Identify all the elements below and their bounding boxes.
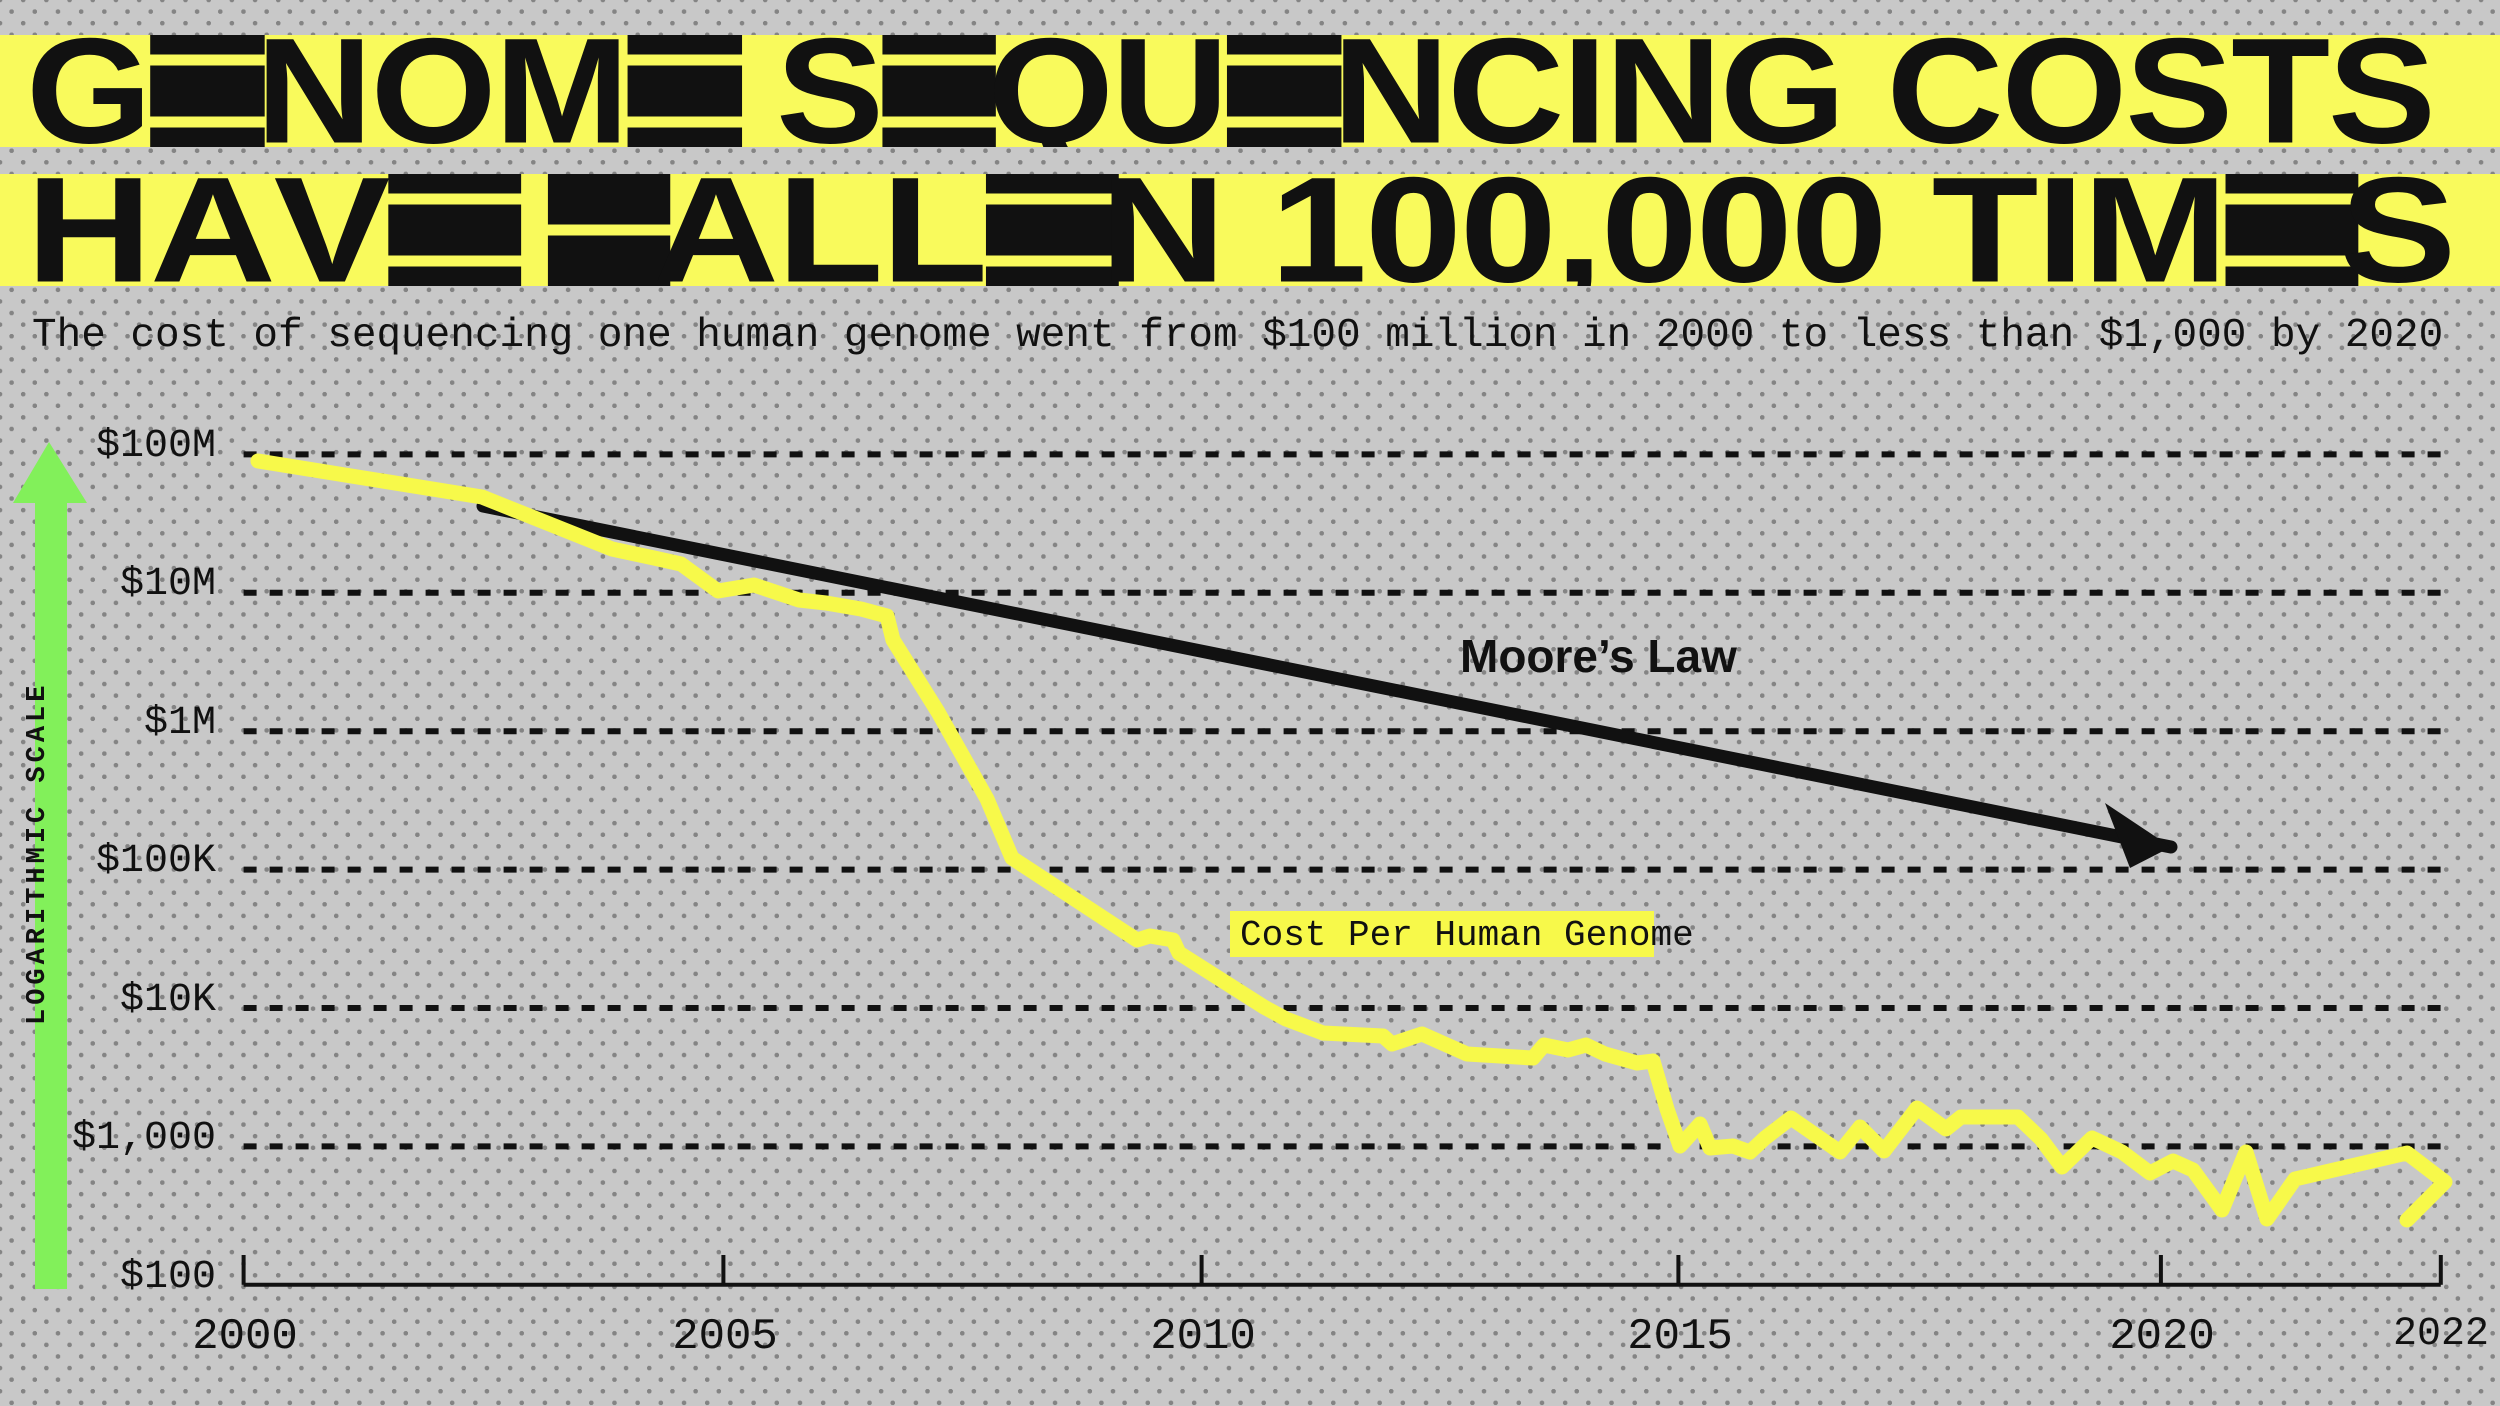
svg-text:Moore’s Law: Moore’s Law (1460, 630, 1737, 682)
svg-text:Cost Per Human Genome: Cost Per Human Genome (1240, 915, 1694, 956)
